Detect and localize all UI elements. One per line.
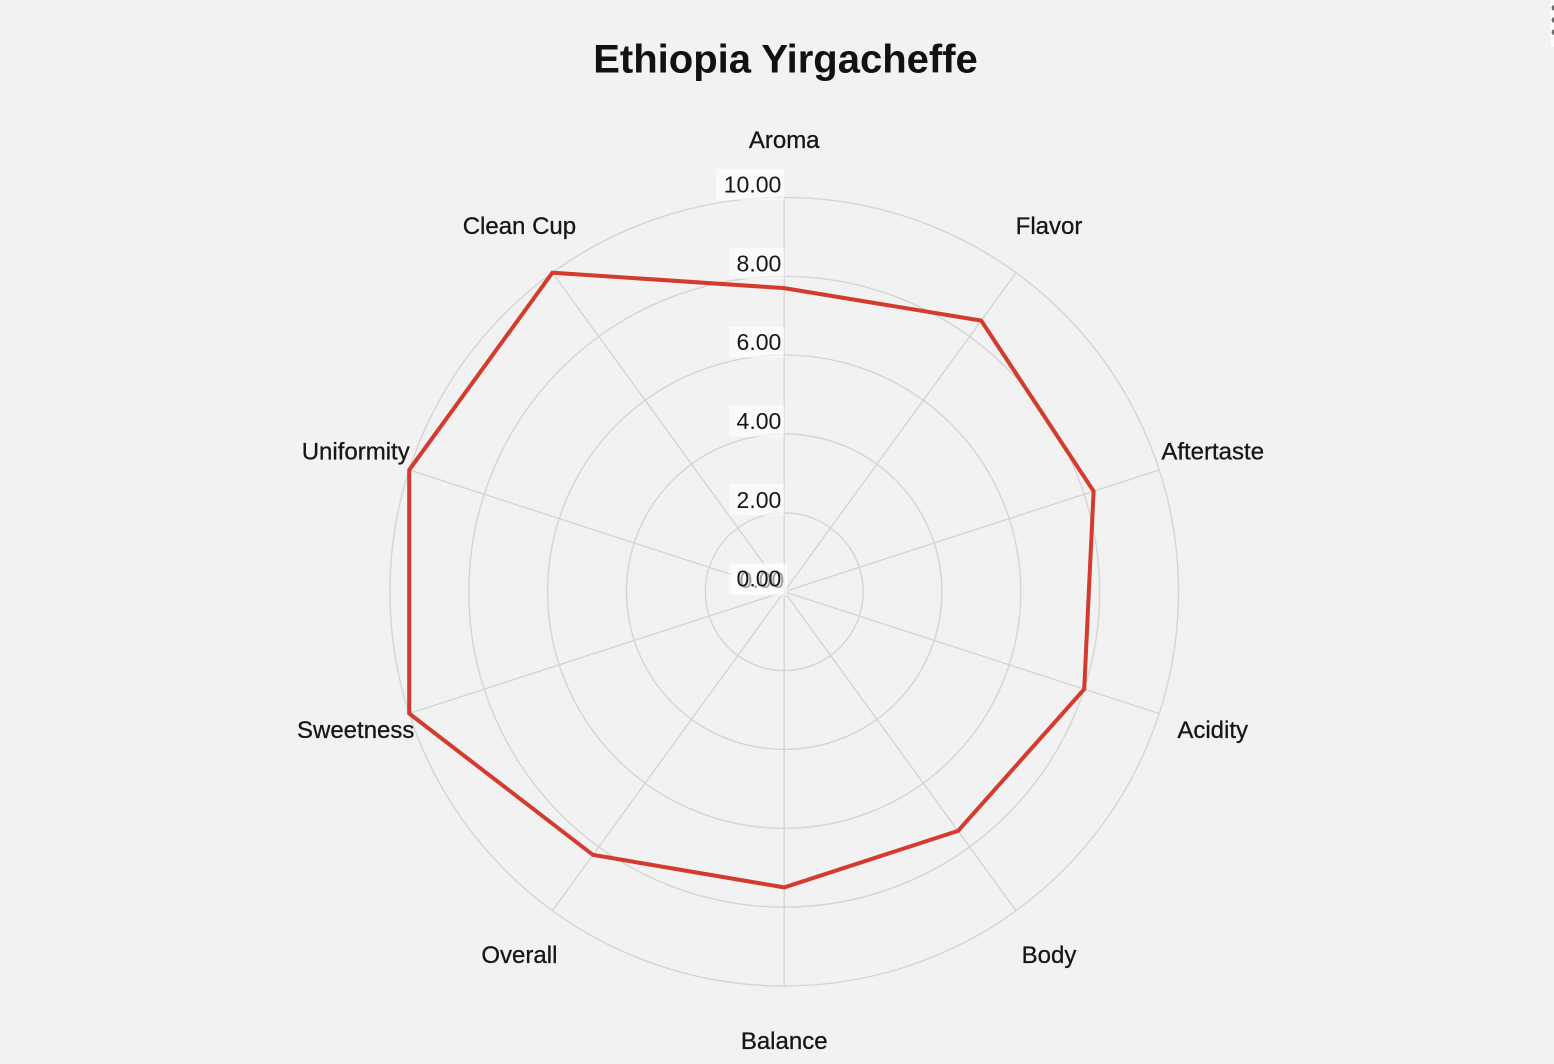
svg-text:8.00: 8.00 xyxy=(737,250,782,276)
svg-text:2.00: 2.00 xyxy=(737,487,782,513)
svg-text:Overall: Overall xyxy=(481,942,557,969)
svg-text:Flavor: Flavor xyxy=(1016,213,1083,240)
svg-text:Ethiopia Yirgacheffe: Ethiopia Yirgacheffe xyxy=(593,38,978,82)
svg-text:Acidity: Acidity xyxy=(1177,717,1248,744)
svg-text:Clean Cup: Clean Cup xyxy=(463,213,576,240)
svg-text:6.00: 6.00 xyxy=(737,329,782,355)
svg-text:10.00: 10.00 xyxy=(724,171,782,197)
svg-text:Aroma: Aroma xyxy=(749,127,820,154)
svg-text:4.00: 4.00 xyxy=(737,408,782,434)
svg-text:Aftertaste: Aftertaste xyxy=(1161,439,1264,466)
svg-text:Balance: Balance xyxy=(741,1028,828,1055)
svg-text:Sweetness: Sweetness xyxy=(297,717,414,744)
svg-text:Uniformity: Uniformity xyxy=(302,439,410,466)
svg-text:0.00: 0.00 xyxy=(737,566,782,592)
svg-text:Body: Body xyxy=(1022,942,1077,969)
